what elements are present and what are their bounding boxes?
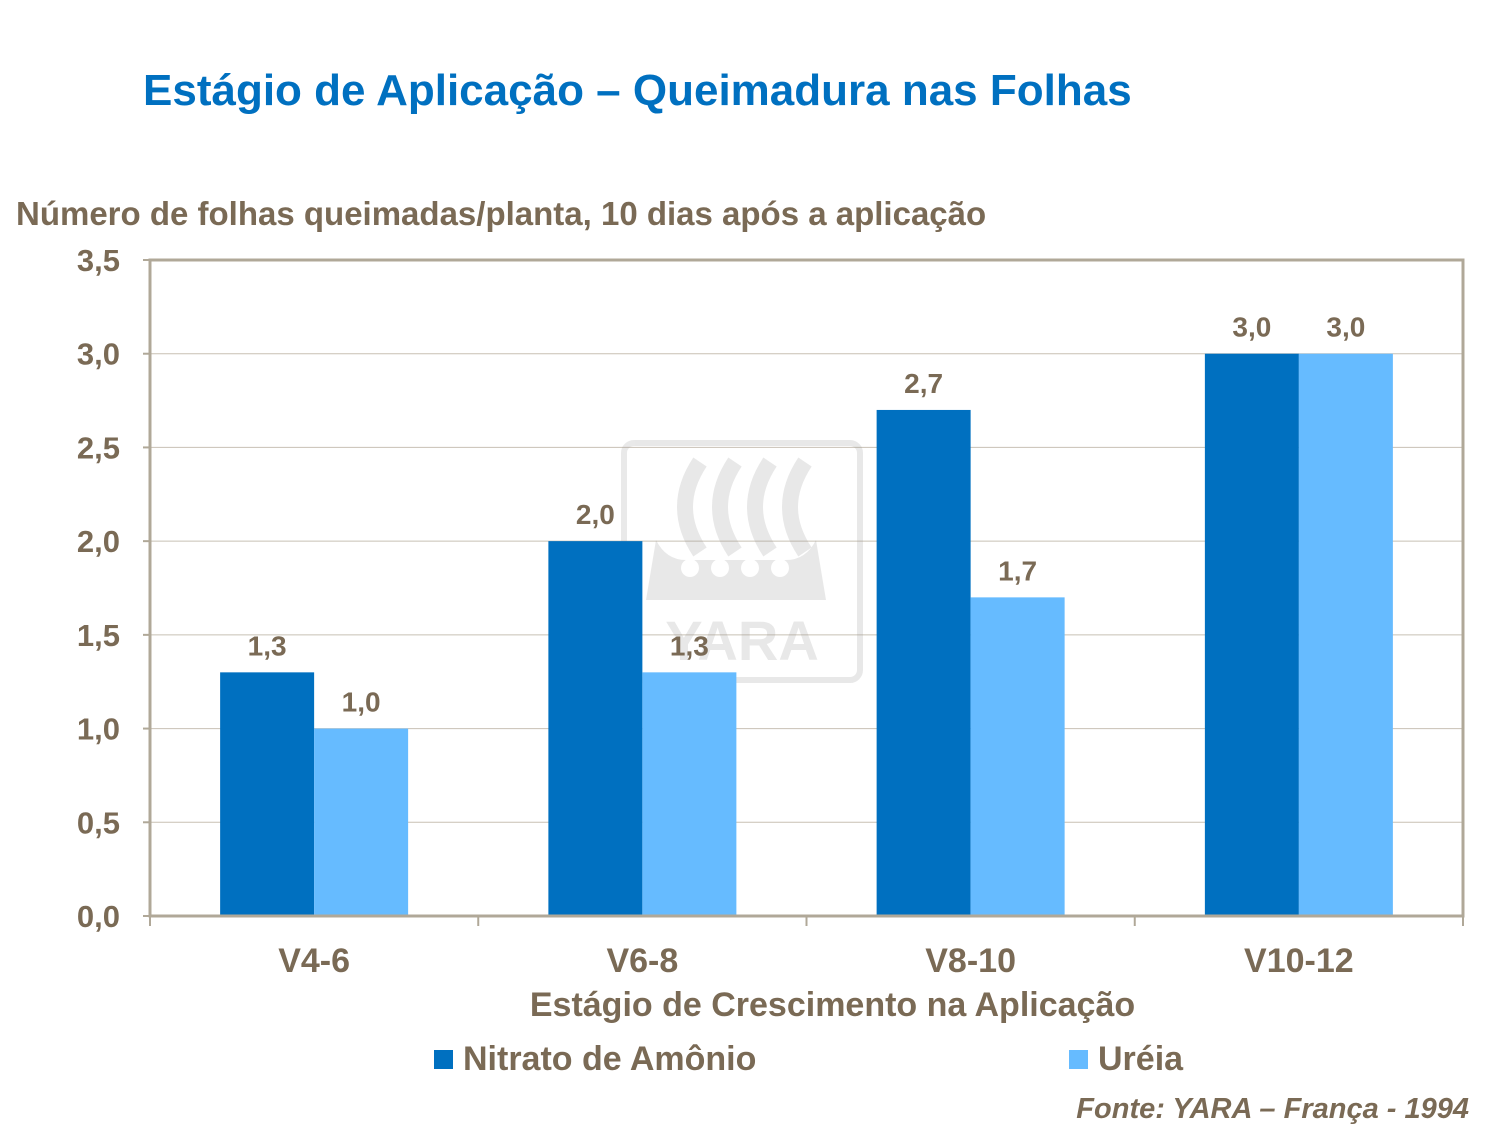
bar [642, 672, 737, 916]
legend-label: Nitrato de Amônio [463, 1040, 757, 1078]
data-label: 3,0 [1326, 312, 1365, 343]
chart-title: Estágio de Aplicação – Queimadura nas Fo… [143, 66, 1132, 115]
y-tick-label: 3,0 [77, 337, 120, 372]
data-label: 1,0 [342, 687, 381, 718]
data-label: 2,7 [904, 368, 943, 399]
yara-watermark-logo: YARA [621, 440, 863, 683]
y-tick-label: 2,0 [77, 524, 120, 559]
legend-swatch [434, 1050, 453, 1069]
data-labels: 1,3 1,0 2,0 1,3 2,7 1,7 3,0 3,0 [248, 312, 1366, 718]
bar [1298, 353, 1393, 916]
bars [220, 353, 1393, 916]
x-tick-label: V10-12 [1244, 942, 1354, 980]
data-label: 3,0 [1232, 312, 1271, 343]
data-label: 1,7 [998, 555, 1037, 586]
bar [970, 597, 1065, 916]
x-tick-label: V6-8 [606, 942, 678, 980]
source-note: Fonte: YARA – França - 1994 [1076, 1093, 1469, 1125]
data-label: 2,0 [576, 499, 615, 530]
bar [220, 672, 315, 916]
y-tick-label: 0,0 [77, 899, 120, 934]
y-tick-label: 1,5 [77, 618, 120, 653]
bar [314, 728, 409, 916]
y-tick-label: 2,5 [77, 430, 120, 465]
svg-text:YARA: YARA [665, 609, 819, 672]
data-label: 1,3 [248, 630, 287, 661]
y-tick-label: 1,0 [77, 712, 120, 747]
y-tick-label: 3,5 [77, 243, 120, 278]
bar [876, 409, 971, 916]
legend-swatch [1069, 1050, 1088, 1069]
axes: 0,0 0,5 1,0 1,5 2,0 2,5 3,0 3,5 V4-6 V6-8 V8-10 V10… [77, 243, 1465, 980]
x-axis-label: Estágio de Crescimento na Aplicação [529, 986, 1136, 1024]
legend-item-nitrato: Nitrato de Amônio [434, 1040, 756, 1079]
bar [548, 541, 643, 916]
data-label: 1,3 [670, 630, 709, 661]
legend-label: Uréia [1098, 1040, 1184, 1078]
x-tick-label: V4-6 [278, 942, 350, 980]
y-axis-label: Número de folhas queimadas/planta, 10 di… [16, 195, 987, 232]
bar [1204, 353, 1299, 916]
x-tick-label: V8-10 [925, 942, 1016, 980]
legend-item-ureia: Uréia [1069, 1040, 1183, 1079]
y-tick-label: 0,5 [77, 805, 120, 840]
